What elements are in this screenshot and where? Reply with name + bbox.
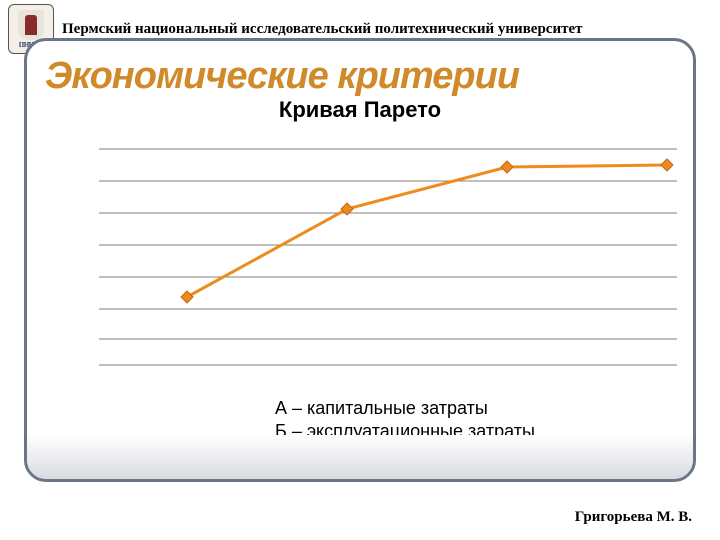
content-card: Экономические критерии Кривая Парето А –… — [24, 38, 696, 482]
card-footer-gradient — [27, 435, 693, 479]
author-name: Григорьева М. В. — [575, 509, 692, 526]
chart-svg — [27, 131, 693, 371]
legend-item-a: А – капитальные затраты — [275, 397, 693, 420]
card-title: Экономические критерии — [45, 57, 693, 97]
university-name: Пермский национальный исследовательский … — [62, 21, 583, 38]
card-subtitle: Кривая Парето — [27, 97, 693, 123]
logo-shield-icon — [18, 10, 44, 40]
logo-figure-icon — [25, 15, 37, 35]
pareto-chart — [27, 131, 693, 371]
